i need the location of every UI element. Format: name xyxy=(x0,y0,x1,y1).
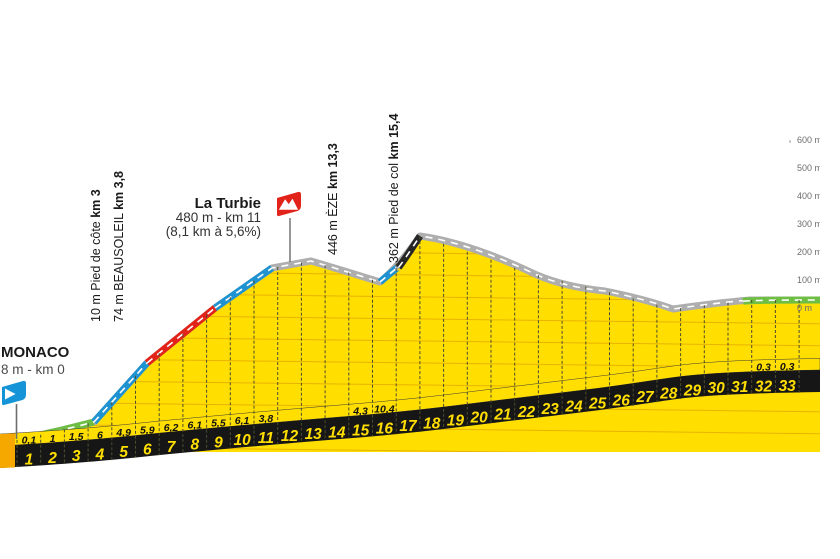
svg-text:4: 4 xyxy=(95,446,105,463)
svg-text:5: 5 xyxy=(119,444,128,461)
svg-text:(8,1 km à 5,6%): (8,1 km à 5,6%) xyxy=(166,224,261,239)
svg-text:21: 21 xyxy=(493,407,511,424)
svg-text:25: 25 xyxy=(588,395,607,412)
svg-text:15: 15 xyxy=(352,423,370,440)
svg-text:13: 13 xyxy=(305,426,323,443)
svg-text:300 m: 300 m xyxy=(797,219,822,229)
svg-text:6,2: 6,2 xyxy=(164,422,179,434)
svg-text:8: 8 xyxy=(190,437,199,454)
svg-text:24: 24 xyxy=(564,398,583,415)
svg-text:18: 18 xyxy=(423,416,441,433)
svg-text:1: 1 xyxy=(25,451,34,468)
svg-text:10 m Pied de côte km 3: 10 m Pied de côte km 3 xyxy=(89,189,103,322)
svg-text:27: 27 xyxy=(635,389,655,406)
svg-text:6,1: 6,1 xyxy=(187,420,202,432)
svg-text:33: 33 xyxy=(779,378,797,395)
svg-text:0,3: 0,3 xyxy=(780,361,795,373)
svg-text:22: 22 xyxy=(517,404,536,421)
svg-text:400 m: 400 m xyxy=(797,191,822,201)
svg-text:1: 1 xyxy=(50,433,56,445)
svg-text:26: 26 xyxy=(612,393,631,410)
svg-text:5,5: 5,5 xyxy=(211,417,226,429)
svg-text:6,1: 6,1 xyxy=(235,415,250,427)
svg-text:500 m: 500 m xyxy=(797,163,822,173)
svg-text:362 m Pied de col km 15,4: 362 m Pied de col km 15,4 xyxy=(387,114,401,263)
svg-text:7: 7 xyxy=(167,439,177,456)
svg-text:6: 6 xyxy=(143,441,152,458)
svg-text:480 m - km 11: 480 m - km 11 xyxy=(176,210,261,225)
svg-text:74 m BEAUSOLEIL km 3,8: 74 m BEAUSOLEIL km 3,8 xyxy=(112,171,126,322)
svg-text:4,9: 4,9 xyxy=(115,427,131,439)
svg-text:16: 16 xyxy=(376,421,394,438)
svg-text:10,4: 10,4 xyxy=(374,404,395,416)
svg-text:11: 11 xyxy=(258,430,274,447)
svg-text:10: 10 xyxy=(233,432,251,449)
svg-text:12: 12 xyxy=(281,428,299,445)
svg-text:1,5: 1,5 xyxy=(69,431,84,443)
svg-text:14: 14 xyxy=(328,424,346,441)
svg-text:MONACO: MONACO xyxy=(1,344,70,361)
svg-text:30: 30 xyxy=(707,380,725,397)
svg-text:4,3: 4,3 xyxy=(352,406,368,418)
svg-text:20: 20 xyxy=(469,410,488,427)
svg-text:31: 31 xyxy=(731,379,748,396)
svg-text:28: 28 xyxy=(659,386,678,403)
svg-text:0,1: 0,1 xyxy=(22,434,37,446)
svg-text:23: 23 xyxy=(541,401,560,418)
svg-text:19: 19 xyxy=(447,413,465,430)
svg-text:446 m ÈZE km 13,3: 446 m ÈZE km 13,3 xyxy=(325,143,340,255)
svg-text:6: 6 xyxy=(97,429,103,441)
svg-text:0 m: 0 m xyxy=(797,303,812,313)
svg-text:2: 2 xyxy=(47,450,57,467)
svg-text:200 m: 200 m xyxy=(797,247,822,257)
svg-text:29: 29 xyxy=(683,382,702,399)
svg-text:17: 17 xyxy=(399,418,418,435)
svg-text:9: 9 xyxy=(214,434,223,451)
svg-text:600 m: 600 m xyxy=(797,135,822,145)
svg-text:100 m: 100 m xyxy=(797,275,822,285)
svg-text:32: 32 xyxy=(755,378,773,395)
svg-text:3: 3 xyxy=(72,448,81,465)
svg-text:8 m - km 0: 8 m - km 0 xyxy=(1,362,65,377)
svg-text:3,8: 3,8 xyxy=(259,413,274,425)
svg-text:0,3: 0,3 xyxy=(756,361,771,373)
svg-text:5,9: 5,9 xyxy=(140,424,155,436)
